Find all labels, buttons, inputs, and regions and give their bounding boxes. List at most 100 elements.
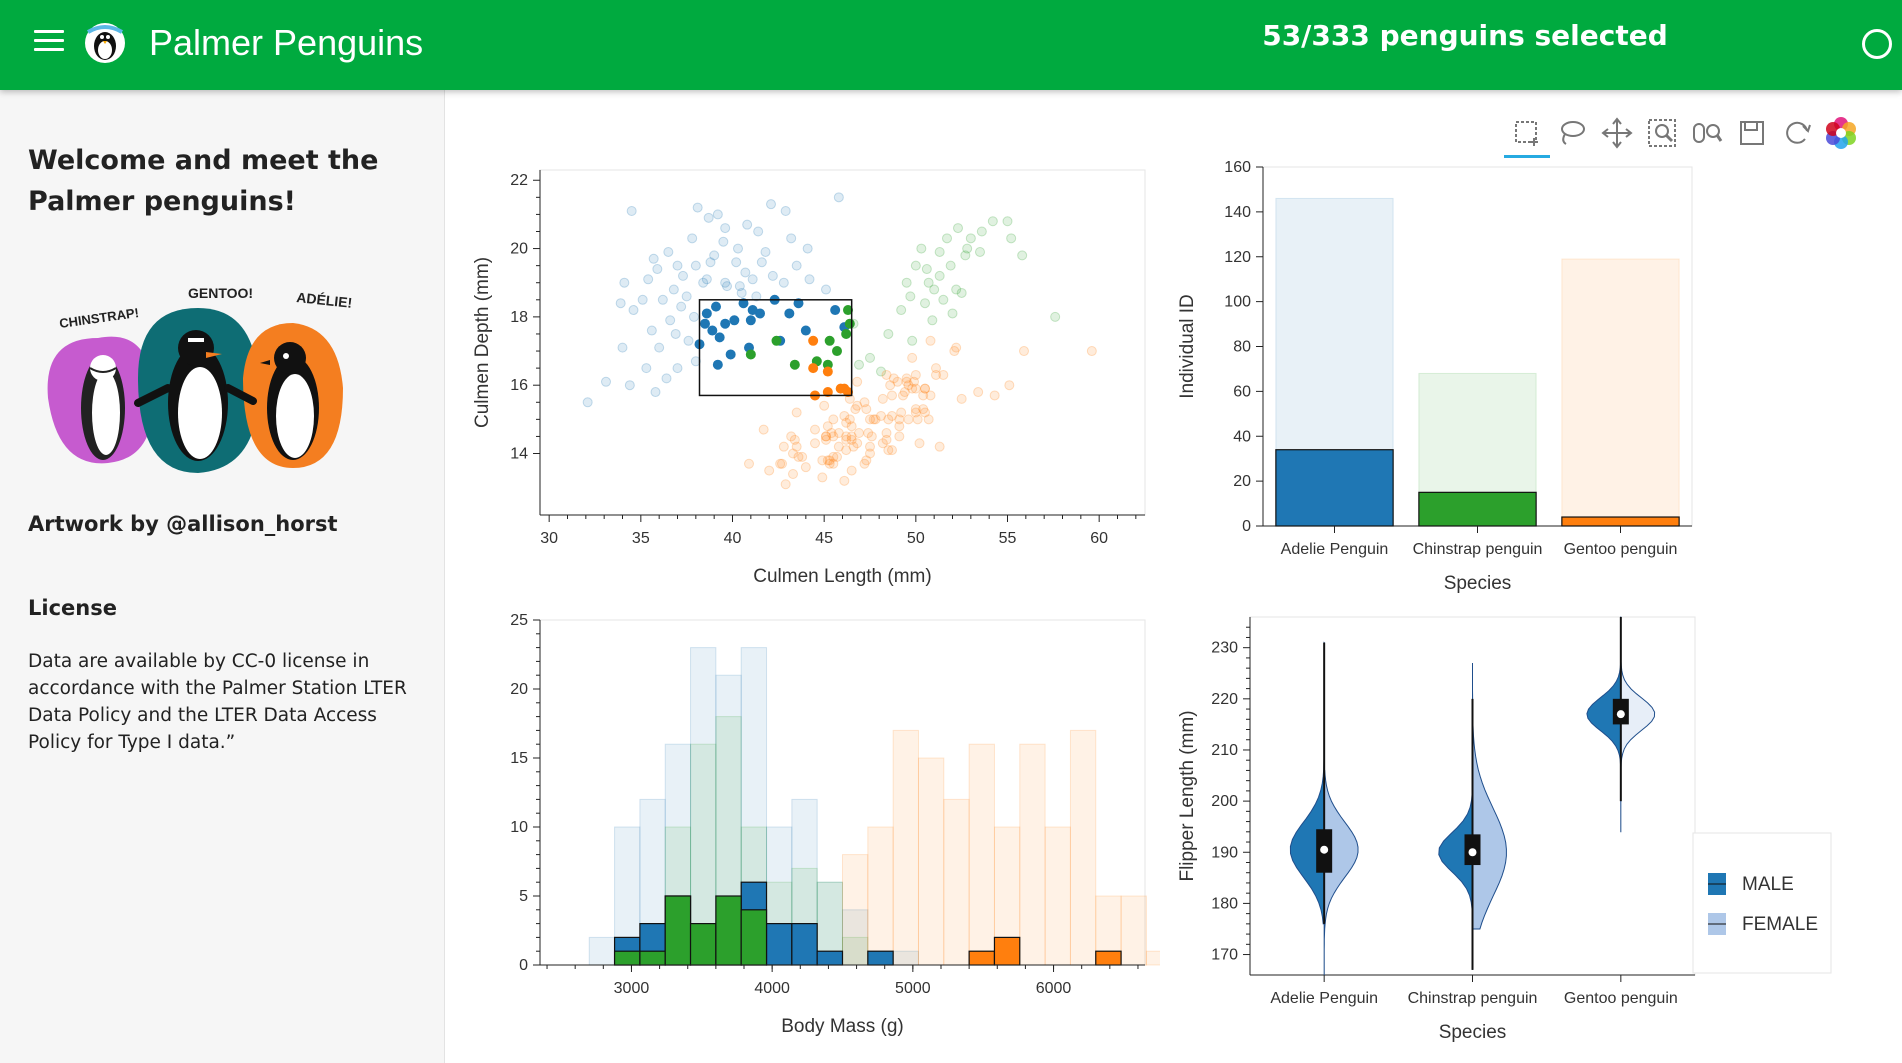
histogram-bar-total — [1145, 950, 1160, 966]
lasso-select-icon[interactable] — [1553, 114, 1591, 152]
scatter-point — [701, 274, 712, 285]
scatter-chart[interactable]: 30 35 40 45 50 55 60 14 16 18 20 22 Culmen Length (m… — [460, 155, 1160, 595]
box-zoom-icon[interactable] — [1643, 114, 1681, 152]
scatter-point — [826, 428, 837, 439]
violin-legend: MALE FEMALE — [1692, 832, 1832, 974]
scatter-point — [865, 414, 875, 425]
scatter-point — [643, 274, 654, 285]
scatter-point — [929, 284, 940, 295]
violin-median — [1616, 710, 1625, 719]
scatter-point — [821, 431, 831, 442]
scatter-point — [892, 376, 903, 387]
scatter-point — [780, 205, 791, 216]
scatter-point — [881, 428, 892, 439]
histogram-bar-total — [968, 743, 995, 966]
scatter-point — [822, 366, 833, 377]
y-tick-label: 10 — [510, 819, 528, 836]
species-bar-chart[interactable]: 0 20 40 60 80 100 120 140 160 Adelie Penguin Chins… — [1170, 155, 1700, 595]
scatter-point — [800, 325, 811, 336]
scatter-point — [914, 438, 925, 449]
scatter-point — [863, 428, 874, 439]
y-tick-label: 15 — [510, 750, 528, 767]
scatter-point — [824, 335, 835, 346]
y-tick-label: 220 — [1211, 691, 1238, 708]
y-tick-label: 140 — [1224, 204, 1251, 221]
histogram-bar-total — [867, 826, 894, 966]
x-tick-label: Adelie Penguin — [1281, 541, 1389, 558]
x-axis-label: Species — [1439, 1022, 1507, 1043]
box-select-icon[interactable] — [1504, 114, 1550, 158]
pan-icon[interactable] — [1598, 114, 1636, 152]
scatter-point — [921, 264, 932, 275]
scatter-point — [866, 431, 877, 442]
scatter-point — [690, 260, 701, 271]
scatter-point — [931, 369, 941, 380]
scatter-point — [844, 414, 855, 425]
scatter-point — [725, 349, 736, 360]
violin-female — [1472, 663, 1507, 930]
scatter-point — [777, 458, 787, 469]
scatter-point — [903, 380, 914, 391]
scatter-point — [1017, 250, 1028, 261]
scatter-point — [678, 270, 688, 281]
scatter-point — [791, 260, 802, 271]
scatter-point — [720, 318, 731, 329]
scatter-point — [912, 414, 923, 425]
save-icon[interactable] — [1733, 114, 1771, 152]
flipper-violin-chart[interactable]: 170 180 190 200 210 220 230 Adelie Penguin Chins… — [1170, 605, 1840, 1055]
y-tick-label: 0 — [519, 957, 528, 974]
scatter-point — [896, 407, 907, 418]
scatter-point — [903, 414, 914, 425]
histogram-bar-total — [1069, 729, 1097, 966]
scatter-point — [709, 250, 720, 261]
scatter-point — [778, 441, 789, 452]
scatter-point — [894, 414, 905, 425]
scatter-point — [844, 393, 855, 404]
artwork-credit: Artwork by @allison_horst — [28, 512, 338, 536]
scatter-point — [938, 294, 949, 305]
y-axis-label: Flipper Length (mm) — [1177, 710, 1198, 881]
wheel-zoom-icon[interactable] — [1688, 114, 1726, 152]
menu-icon[interactable] — [34, 30, 64, 54]
scatter-point — [810, 438, 820, 449]
scatter-point — [901, 373, 912, 384]
y-axis-label: Individual ID — [1177, 294, 1198, 399]
scatter-point — [927, 315, 938, 326]
scatter-point — [934, 441, 945, 452]
scatter-point — [885, 380, 896, 391]
y-tick-label: 170 — [1211, 947, 1238, 964]
scatter-point — [767, 270, 778, 281]
scatter-point — [661, 373, 672, 384]
x-tick-label: 60 — [1090, 530, 1108, 547]
scatter-point — [925, 335, 936, 346]
body-mass-histogram[interactable]: 3000 4000 5000 6000 0 5 10 15 20 25 Body Mass (g) — [460, 605, 1160, 1055]
scatter-point — [949, 346, 960, 357]
x-tick-label: Adelie Penguin — [1270, 990, 1378, 1007]
scatter-point — [896, 305, 907, 316]
app-title: Palmer Penguins — [149, 22, 424, 63]
x-tick-label: Chinstrap penguin — [1408, 990, 1538, 1007]
scatter-point — [786, 233, 797, 244]
scatter-point — [843, 305, 853, 316]
scatter-point — [775, 458, 786, 469]
scatter-point — [780, 479, 791, 490]
scatter-point — [817, 455, 828, 466]
scatter-point — [920, 383, 930, 394]
reset-icon[interactable] — [1778, 114, 1816, 152]
y-tick-label: 20 — [510, 241, 528, 258]
scatter-point — [945, 260, 956, 271]
scatter-point — [918, 390, 929, 401]
scatter-point — [899, 387, 910, 398]
bokeh-logo-icon[interactable] — [1822, 114, 1860, 152]
scatter-point — [758, 424, 769, 435]
penguins-artwork: CHINSTRAP! GENTOO! ADÉLIE! — [38, 268, 400, 488]
scatter-point — [1006, 233, 1017, 244]
scatter-point — [703, 212, 714, 223]
scatter-point — [738, 298, 749, 309]
histogram-bar-selected — [639, 950, 666, 966]
scatter-point — [951, 342, 962, 353]
scatter-point — [786, 431, 797, 442]
violin-female — [1620, 646, 1656, 833]
scatter-point — [700, 318, 710, 329]
selection-box — [698, 299, 853, 397]
